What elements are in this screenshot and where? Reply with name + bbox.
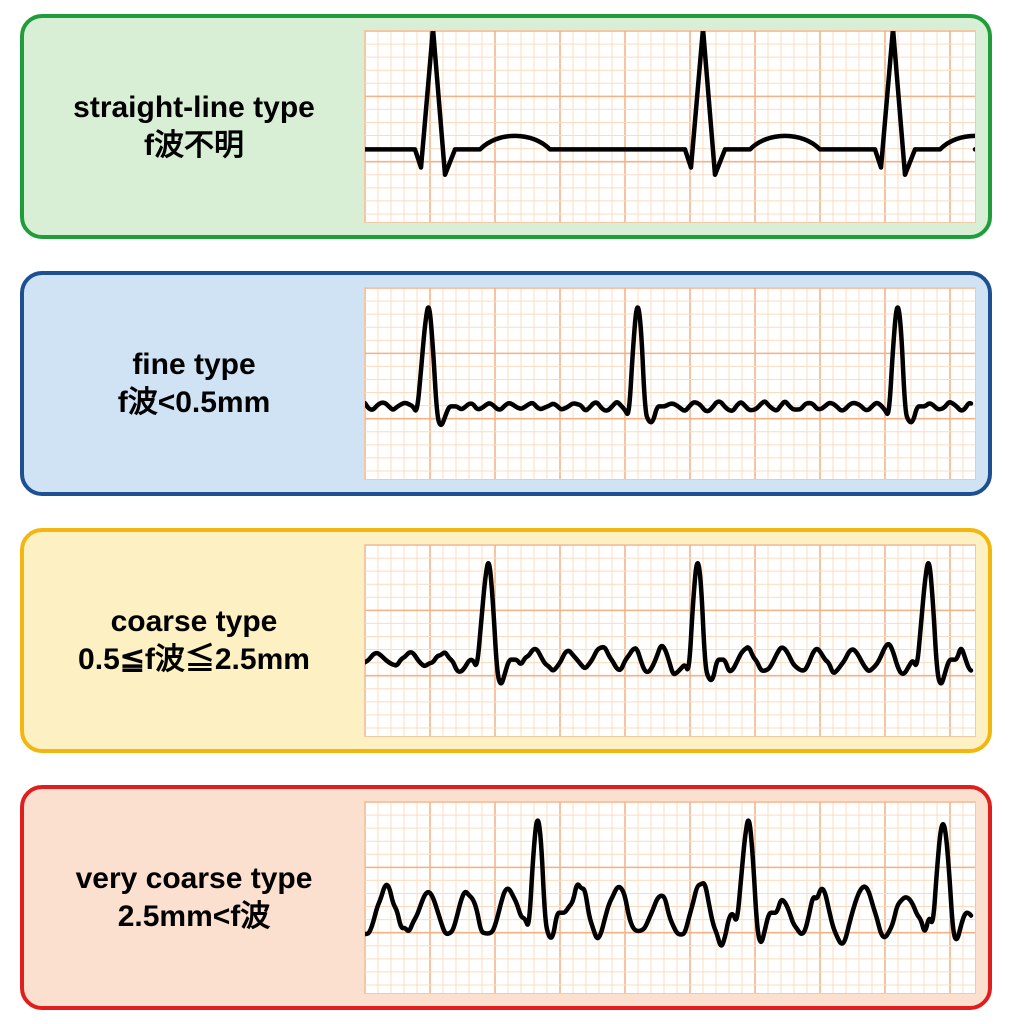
label-sub: f波<0.5mm <box>118 384 271 422</box>
label-sub: 2.5mm<f波 <box>118 898 271 936</box>
label-sub: 0.5≦f波≦2.5mm <box>78 641 310 679</box>
ecg-svg <box>365 802 975 993</box>
label-sub: f波不明 <box>144 127 244 165</box>
label-title: coarse type <box>111 603 278 641</box>
card-verycoarse: very coarse type2.5mm<f波 <box>20 785 992 1010</box>
label-coarse: coarse type0.5≦f波≦2.5mm <box>24 532 364 749</box>
ecg-fine <box>364 287 976 480</box>
grid <box>365 802 975 993</box>
ecg-coarse <box>364 544 976 737</box>
label-title: very coarse type <box>76 860 313 898</box>
label-title: straight-line type <box>73 89 315 127</box>
ecg-svg <box>365 288 975 479</box>
ecg-straight <box>364 30 976 223</box>
label-fine: fine typef波<0.5mm <box>24 275 364 492</box>
card-straight: straight-line typef波不明 <box>20 14 992 239</box>
label-straight: straight-line typef波不明 <box>24 18 364 235</box>
label-title: fine type <box>132 346 255 384</box>
card-fine: fine typef波<0.5mm <box>20 271 992 496</box>
grid <box>365 545 975 736</box>
ecg-svg <box>365 545 975 736</box>
ecg-svg <box>365 31 975 222</box>
grid <box>365 288 975 479</box>
card-coarse: coarse type0.5≦f波≦2.5mm <box>20 528 992 753</box>
ecg-verycoarse <box>364 801 976 994</box>
ecg-classification-page: straight-line typef波不明 fine typef波<0.5mm c… <box>0 0 1012 1024</box>
label-verycoarse: very coarse type2.5mm<f波 <box>24 789 364 1006</box>
